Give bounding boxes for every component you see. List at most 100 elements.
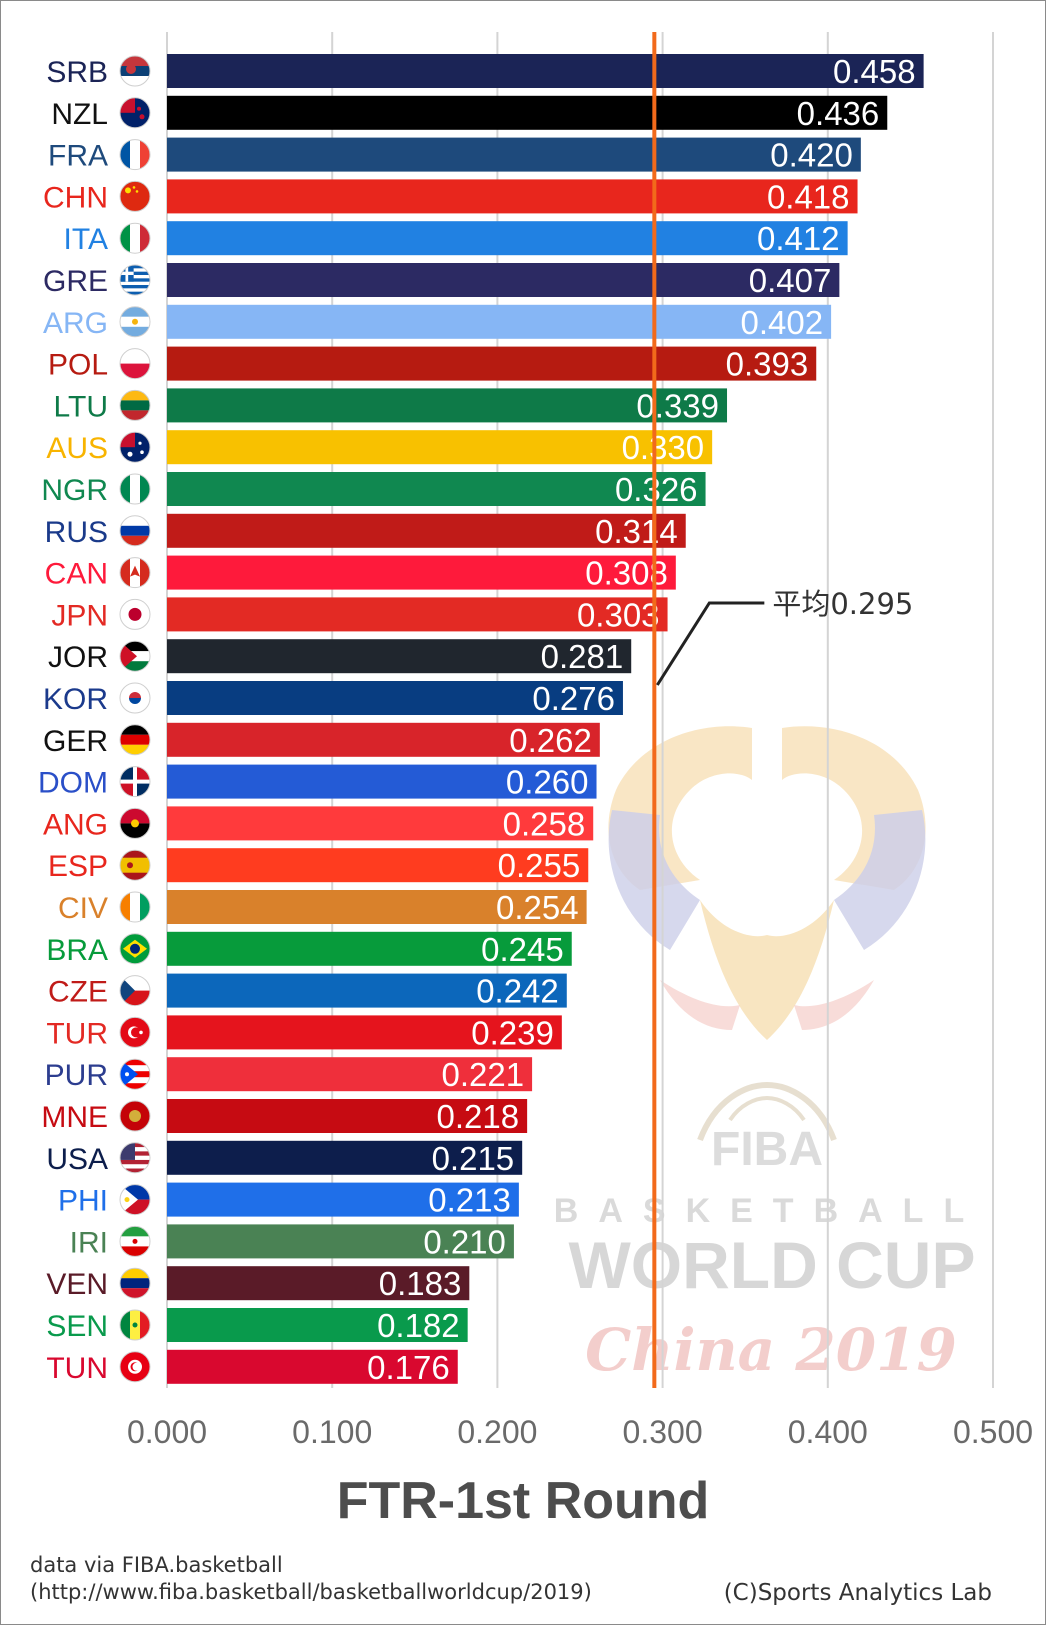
bar xyxy=(167,1308,468,1342)
bar xyxy=(167,95,888,130)
bar xyxy=(167,137,861,172)
category-label: ITA xyxy=(64,223,108,256)
category-label: SEN xyxy=(46,1310,108,1343)
angola-flag-icon xyxy=(119,807,151,839)
japan-flag-icon xyxy=(119,598,151,630)
bar xyxy=(167,848,589,883)
source-note: data via FIBA.basketball (http://www.fib… xyxy=(30,1553,592,1604)
category-label: JOR xyxy=(48,641,108,674)
x-tick-label: 0.500 xyxy=(953,1414,1033,1450)
bars: SRB 0.458 NZL 0.436 FRA 0.420 CHN 0.418 ITA 0.412… xyxy=(38,53,924,1386)
bar xyxy=(167,681,623,715)
x-axis: 0.000 0.100 0.200 0.300 0.400 0.500 xyxy=(127,1414,1033,1450)
bar-value-label: 0.245 xyxy=(481,931,564,968)
x-tick-label: 0.200 xyxy=(457,1414,537,1450)
bar xyxy=(167,931,572,966)
new-zealand-flag-icon xyxy=(119,97,151,129)
bar xyxy=(167,722,600,757)
serbia-flag-icon xyxy=(119,55,151,87)
greece-flag-icon xyxy=(119,264,151,296)
category-label: CHN xyxy=(43,181,108,214)
bar xyxy=(167,890,587,924)
argentina-flag-icon xyxy=(119,306,151,338)
category-label: DOM xyxy=(38,767,108,800)
watermark-china-text: China 2019 xyxy=(585,1316,957,1384)
iran-flag-icon xyxy=(119,1225,151,1257)
x-tick-label: 0.100 xyxy=(292,1414,372,1450)
bar-value-label: 0.314 xyxy=(595,513,678,550)
brazil-flag-icon xyxy=(119,933,151,965)
bar xyxy=(167,1099,528,1133)
bar xyxy=(167,1224,514,1259)
bar xyxy=(167,973,567,1008)
bar xyxy=(167,555,676,590)
category-label: NGR xyxy=(41,474,108,507)
bar-value-label: 0.176 xyxy=(367,1349,450,1386)
bar-value-label: 0.239 xyxy=(471,1014,554,1051)
bar xyxy=(167,1015,562,1050)
bar-value-label: 0.276 xyxy=(532,680,615,717)
category-label: ANG xyxy=(43,808,108,841)
poland-flag-icon xyxy=(119,348,151,380)
category-label: USA xyxy=(46,1143,108,1176)
bar-value-label: 0.213 xyxy=(428,1182,511,1219)
bar xyxy=(167,54,924,88)
bar-value-label: 0.418 xyxy=(767,178,850,215)
category-label: ESP xyxy=(48,850,108,883)
x-axis-title: FTR-1st Round xyxy=(337,1472,710,1530)
nigeria-flag-icon xyxy=(119,473,151,505)
category-label: GER xyxy=(43,725,108,758)
x-tick-label: 0.000 xyxy=(127,1414,207,1450)
bar xyxy=(167,179,858,214)
bar xyxy=(167,764,597,799)
dominican-republic-flag-icon xyxy=(119,766,151,798)
bar xyxy=(167,221,848,256)
bar xyxy=(167,263,840,297)
australia-flag-icon xyxy=(119,431,151,463)
bar-value-label: 0.436 xyxy=(797,95,880,132)
korea-flag-icon xyxy=(119,682,151,714)
bar-value-label: 0.281 xyxy=(541,638,624,675)
bar xyxy=(167,1057,533,1092)
bar-value-label: 0.420 xyxy=(770,137,853,174)
bar xyxy=(167,304,832,339)
category-label: AUS xyxy=(46,432,108,465)
category-label: CZE xyxy=(48,976,108,1009)
bar xyxy=(167,346,817,381)
average-label: 平均0.295 xyxy=(772,587,913,621)
puerto-rico-flag-icon xyxy=(119,1058,151,1090)
fiba-emblem-icon xyxy=(608,726,926,1142)
bar-value-label: 0.183 xyxy=(379,1265,462,1302)
germany-flag-icon xyxy=(119,724,151,756)
czech-flag-icon xyxy=(119,975,151,1007)
bar-value-label: 0.215 xyxy=(432,1140,515,1177)
bar-value-label: 0.182 xyxy=(377,1307,460,1344)
bar-value-label: 0.254 xyxy=(496,889,579,926)
china-flag-icon xyxy=(119,180,151,212)
category-label: KOR xyxy=(43,683,108,716)
bar-value-label: 0.255 xyxy=(498,847,581,884)
category-label: POL xyxy=(48,349,108,382)
bar xyxy=(167,430,713,465)
bar-value-label: 0.393 xyxy=(726,346,809,383)
bar-value-label: 0.210 xyxy=(423,1223,506,1260)
bar-value-label: 0.258 xyxy=(503,805,586,842)
bar-value-label: 0.412 xyxy=(757,220,840,257)
jordan-flag-icon xyxy=(119,640,151,672)
category-label: TUN xyxy=(46,1352,108,1385)
usa-flag-icon xyxy=(119,1142,151,1174)
bar xyxy=(167,1182,519,1217)
montenegro-flag-icon xyxy=(119,1100,151,1132)
bar xyxy=(167,388,728,423)
x-tick-label: 0.300 xyxy=(623,1414,703,1450)
source-line-1: data via FIBA.basketball xyxy=(30,1553,283,1577)
category-label: JPN xyxy=(51,599,108,632)
bar-value-label: 0.330 xyxy=(622,429,705,466)
bar xyxy=(167,1349,458,1384)
category-label: MNE xyxy=(41,1101,108,1134)
bar-value-label: 0.402 xyxy=(741,304,824,341)
category-label: FRA xyxy=(48,140,108,173)
category-label: GRE xyxy=(43,265,108,298)
bar xyxy=(167,472,706,506)
